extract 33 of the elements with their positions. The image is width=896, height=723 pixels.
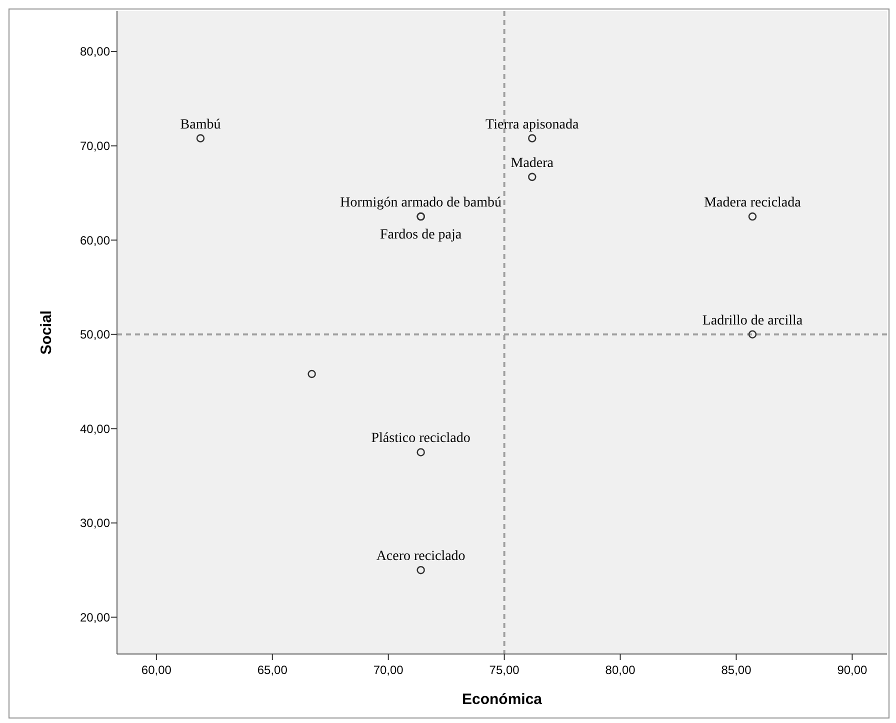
y-tick-label: 60,00 bbox=[80, 233, 110, 248]
x-tick-label: 85,00 bbox=[721, 663, 752, 677]
x-tick-label: 75,00 bbox=[489, 663, 520, 677]
annotation: Tierra apisonada bbox=[486, 117, 580, 132]
x-tick-label: 60,00 bbox=[141, 663, 172, 677]
y-axis-title: Social bbox=[38, 310, 55, 355]
point bbox=[528, 172, 536, 182]
point bbox=[528, 134, 536, 142]
annotation: Acero reciclado bbox=[376, 549, 466, 564]
annotation: Ladrillo de arcilla bbox=[702, 313, 804, 328]
annotation: Fardos de paja bbox=[380, 228, 462, 243]
y-tick-label: 30,00 bbox=[80, 516, 110, 530]
annotation: Bambú bbox=[180, 117, 221, 132]
y-tick-label: 50,00 bbox=[80, 328, 110, 342]
x-axis-title: Económica bbox=[462, 691, 543, 708]
annotation: Madera bbox=[510, 156, 554, 171]
x-tick-label: 70,00 bbox=[373, 663, 404, 677]
point bbox=[748, 212, 757, 221]
point bbox=[748, 330, 757, 339]
x-tick-label: 90,00 bbox=[837, 663, 868, 677]
point bbox=[308, 370, 316, 378]
y-tick-label: 40,00 bbox=[80, 422, 110, 436]
y-tick-label: 70,00 bbox=[80, 139, 110, 154]
y-tick-label: 80,00 bbox=[80, 44, 110, 59]
annotation: Madera reciclada bbox=[704, 196, 802, 211]
annotation: Hormigón armado de bambú bbox=[340, 196, 502, 211]
point bbox=[196, 134, 205, 142]
point bbox=[416, 448, 425, 456]
point bbox=[416, 566, 425, 574]
x-tick-label: 65,00 bbox=[257, 663, 288, 677]
x-tick-label: 80,00 bbox=[605, 663, 636, 677]
y-tick-label: 20,00 bbox=[80, 610, 110, 624]
annotation: Plástico reciclado bbox=[371, 431, 470, 446]
